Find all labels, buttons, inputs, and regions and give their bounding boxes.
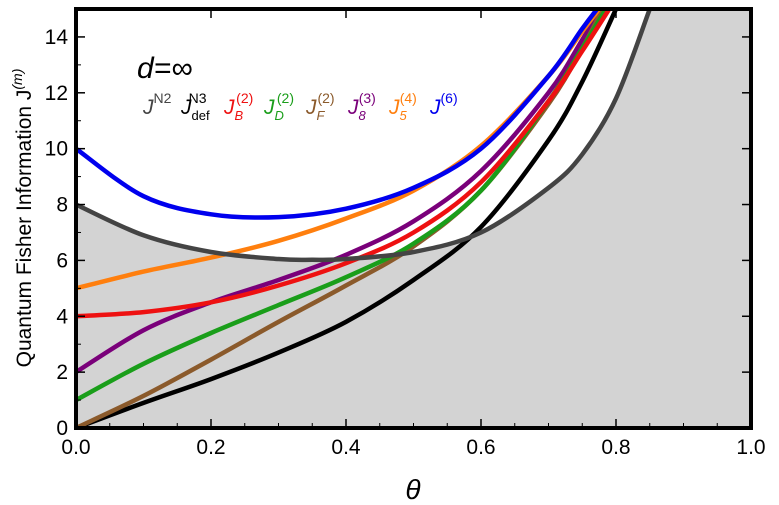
y-tick-label: 8 [56,194,68,217]
legend-label: J8(3) [347,90,376,123]
y-tick-label: 14 [45,26,69,49]
legend-entry: J5(4) [388,90,417,123]
series-line-j-n2 [76,9,653,263]
legend-label: JF(2) [305,90,335,123]
shaded-region [76,9,751,428]
y-tick-label: 2 [56,361,68,384]
legend-entry: JD(2) [263,90,294,123]
legend-label: JB(2) [223,90,253,123]
x-tick-label: 0.8 [601,436,630,459]
legend: JN2 JdefN3 JB(2) JD(2) JF(2) J8(3) J5(4) J(6) [142,90,458,123]
y-axis-label: Quantum Fisher Information J(m) [9,69,36,368]
x-tick-label: 1.0 [736,436,765,459]
x-tick-label: 0.2 [196,436,225,459]
legend-entry: JdefN3 [180,90,210,123]
legend-entry: J8(3) [347,90,376,123]
y-tick-label: 12 [45,82,68,105]
d-infinity-annotation: d=∞ [137,52,193,85]
x-tick-label: 0.4 [331,436,361,459]
y-axis-label-sup: (m) [9,69,25,90]
series-line-j-n3-def [76,9,619,428]
y-tick-label: 6 [56,249,68,272]
y-tick-label: 4 [56,305,68,328]
series-line-j-8-3- [76,9,604,375]
y-tick-label: 10 [45,138,68,161]
x-axis-label: θ [405,474,420,505]
legend-entry: JN2 [142,90,172,119]
y-tick-label: 0 [56,417,68,440]
x-tick-label: 0.6 [466,436,495,459]
x-tick-label: 0.0 [61,436,90,459]
legend-label: JN2 [142,90,172,119]
y-axis-label-text: Quantum Fisher Information J [13,90,36,368]
series-line-j-6- [76,9,600,220]
legend-label: J(6) [429,90,458,119]
plot-frame [74,7,753,430]
legend-label: JD(2) [263,90,294,123]
legend-label: J5(4) [388,90,417,123]
series-line-j-b-2- [76,9,612,319]
legend-entry: JB(2) [223,90,253,123]
legend-label: JdefN3 [180,90,210,123]
legend-entry: J(6) [429,90,458,119]
legend-entry: JF(2) [305,90,335,123]
